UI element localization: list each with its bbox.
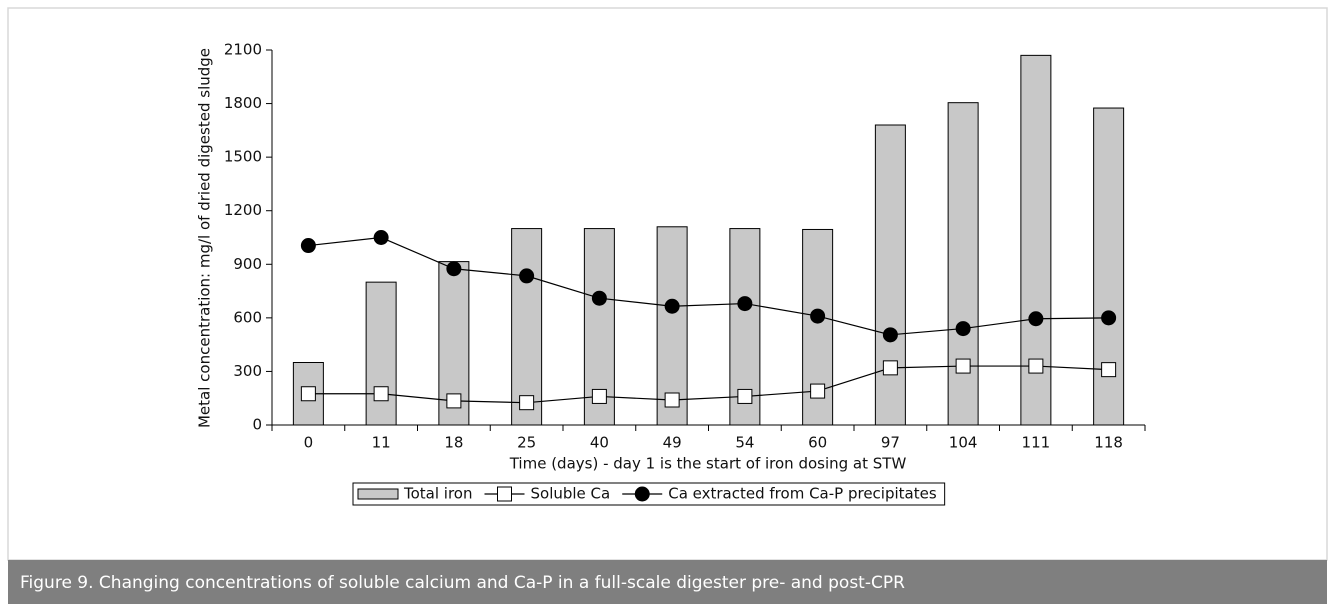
- bar: [1020, 54, 1052, 426]
- point: [300, 238, 316, 254]
- point: [664, 298, 680, 314]
- point: [955, 358, 971, 374]
- bar: [511, 228, 543, 426]
- x-tick-label: 60: [808, 434, 827, 452]
- point: [664, 392, 680, 408]
- legend-swatch: [357, 488, 399, 500]
- y-axis-label: Metal concentration: mg/l of dried diges…: [196, 48, 214, 428]
- x-tick-label: 97: [881, 434, 900, 452]
- legend-label: Total iron: [403, 485, 473, 503]
- y-tick-label: 900: [233, 255, 262, 273]
- y-tick-label: 600: [233, 308, 262, 326]
- y-tick-label: 2100: [224, 41, 262, 59]
- x-tick-label: 0: [304, 434, 314, 452]
- y-tick-label: 1200: [224, 201, 262, 219]
- x-tick-label: 104: [949, 434, 978, 452]
- point: [882, 327, 898, 343]
- y-tick-label: 0: [252, 416, 262, 434]
- point: [519, 268, 535, 284]
- point: [1028, 311, 1044, 327]
- point: [373, 386, 389, 402]
- legend-marker: [497, 486, 512, 502]
- point: [1101, 310, 1117, 326]
- bar: [874, 124, 906, 426]
- y-tick-label: 300: [233, 362, 262, 380]
- point: [882, 360, 898, 376]
- bar: [365, 281, 397, 426]
- line: [308, 365, 1109, 404]
- x-axis-label: Time (days) - day 1 is the start of iron…: [509, 455, 907, 473]
- y-tick-label: 1800: [224, 94, 262, 112]
- point: [300, 386, 316, 402]
- point: [519, 395, 535, 411]
- point: [591, 388, 607, 404]
- point: [591, 290, 607, 306]
- point: [1028, 358, 1044, 374]
- point: [373, 230, 389, 245]
- legend-label: Ca extracted from Ca-P precipitates: [668, 485, 937, 503]
- point: [737, 296, 753, 312]
- line: [308, 236, 1109, 336]
- legend-marker: [634, 486, 650, 502]
- point: [1101, 362, 1117, 378]
- caption: Figure 9. Changing concentrations of sol…: [20, 573, 905, 593]
- point: [737, 388, 753, 404]
- point: [446, 261, 462, 277]
- bar: [1093, 107, 1125, 426]
- bar: [947, 102, 979, 426]
- legend-label: Soluble Ca: [531, 485, 611, 503]
- y-tick-label: 1500: [224, 148, 262, 166]
- caption-bar: [8, 560, 1327, 604]
- x-tick-label: 54: [735, 434, 754, 452]
- x-tick-label: 18: [444, 434, 463, 452]
- point: [810, 383, 826, 399]
- point: [446, 393, 462, 409]
- bar: [656, 226, 688, 426]
- point: [810, 308, 826, 324]
- x-tick-label: 25: [517, 434, 536, 452]
- legend: Total iron Soluble Ca Ca extracted from Ca…: [352, 482, 946, 506]
- x-tick-label: 40: [590, 434, 609, 452]
- x-tick-label: 111: [1022, 434, 1051, 452]
- x-tick-label: 118: [1094, 434, 1123, 452]
- point: [955, 321, 971, 337]
- x-tick-label: 49: [663, 434, 682, 452]
- x-tick-label: 11: [372, 434, 391, 452]
